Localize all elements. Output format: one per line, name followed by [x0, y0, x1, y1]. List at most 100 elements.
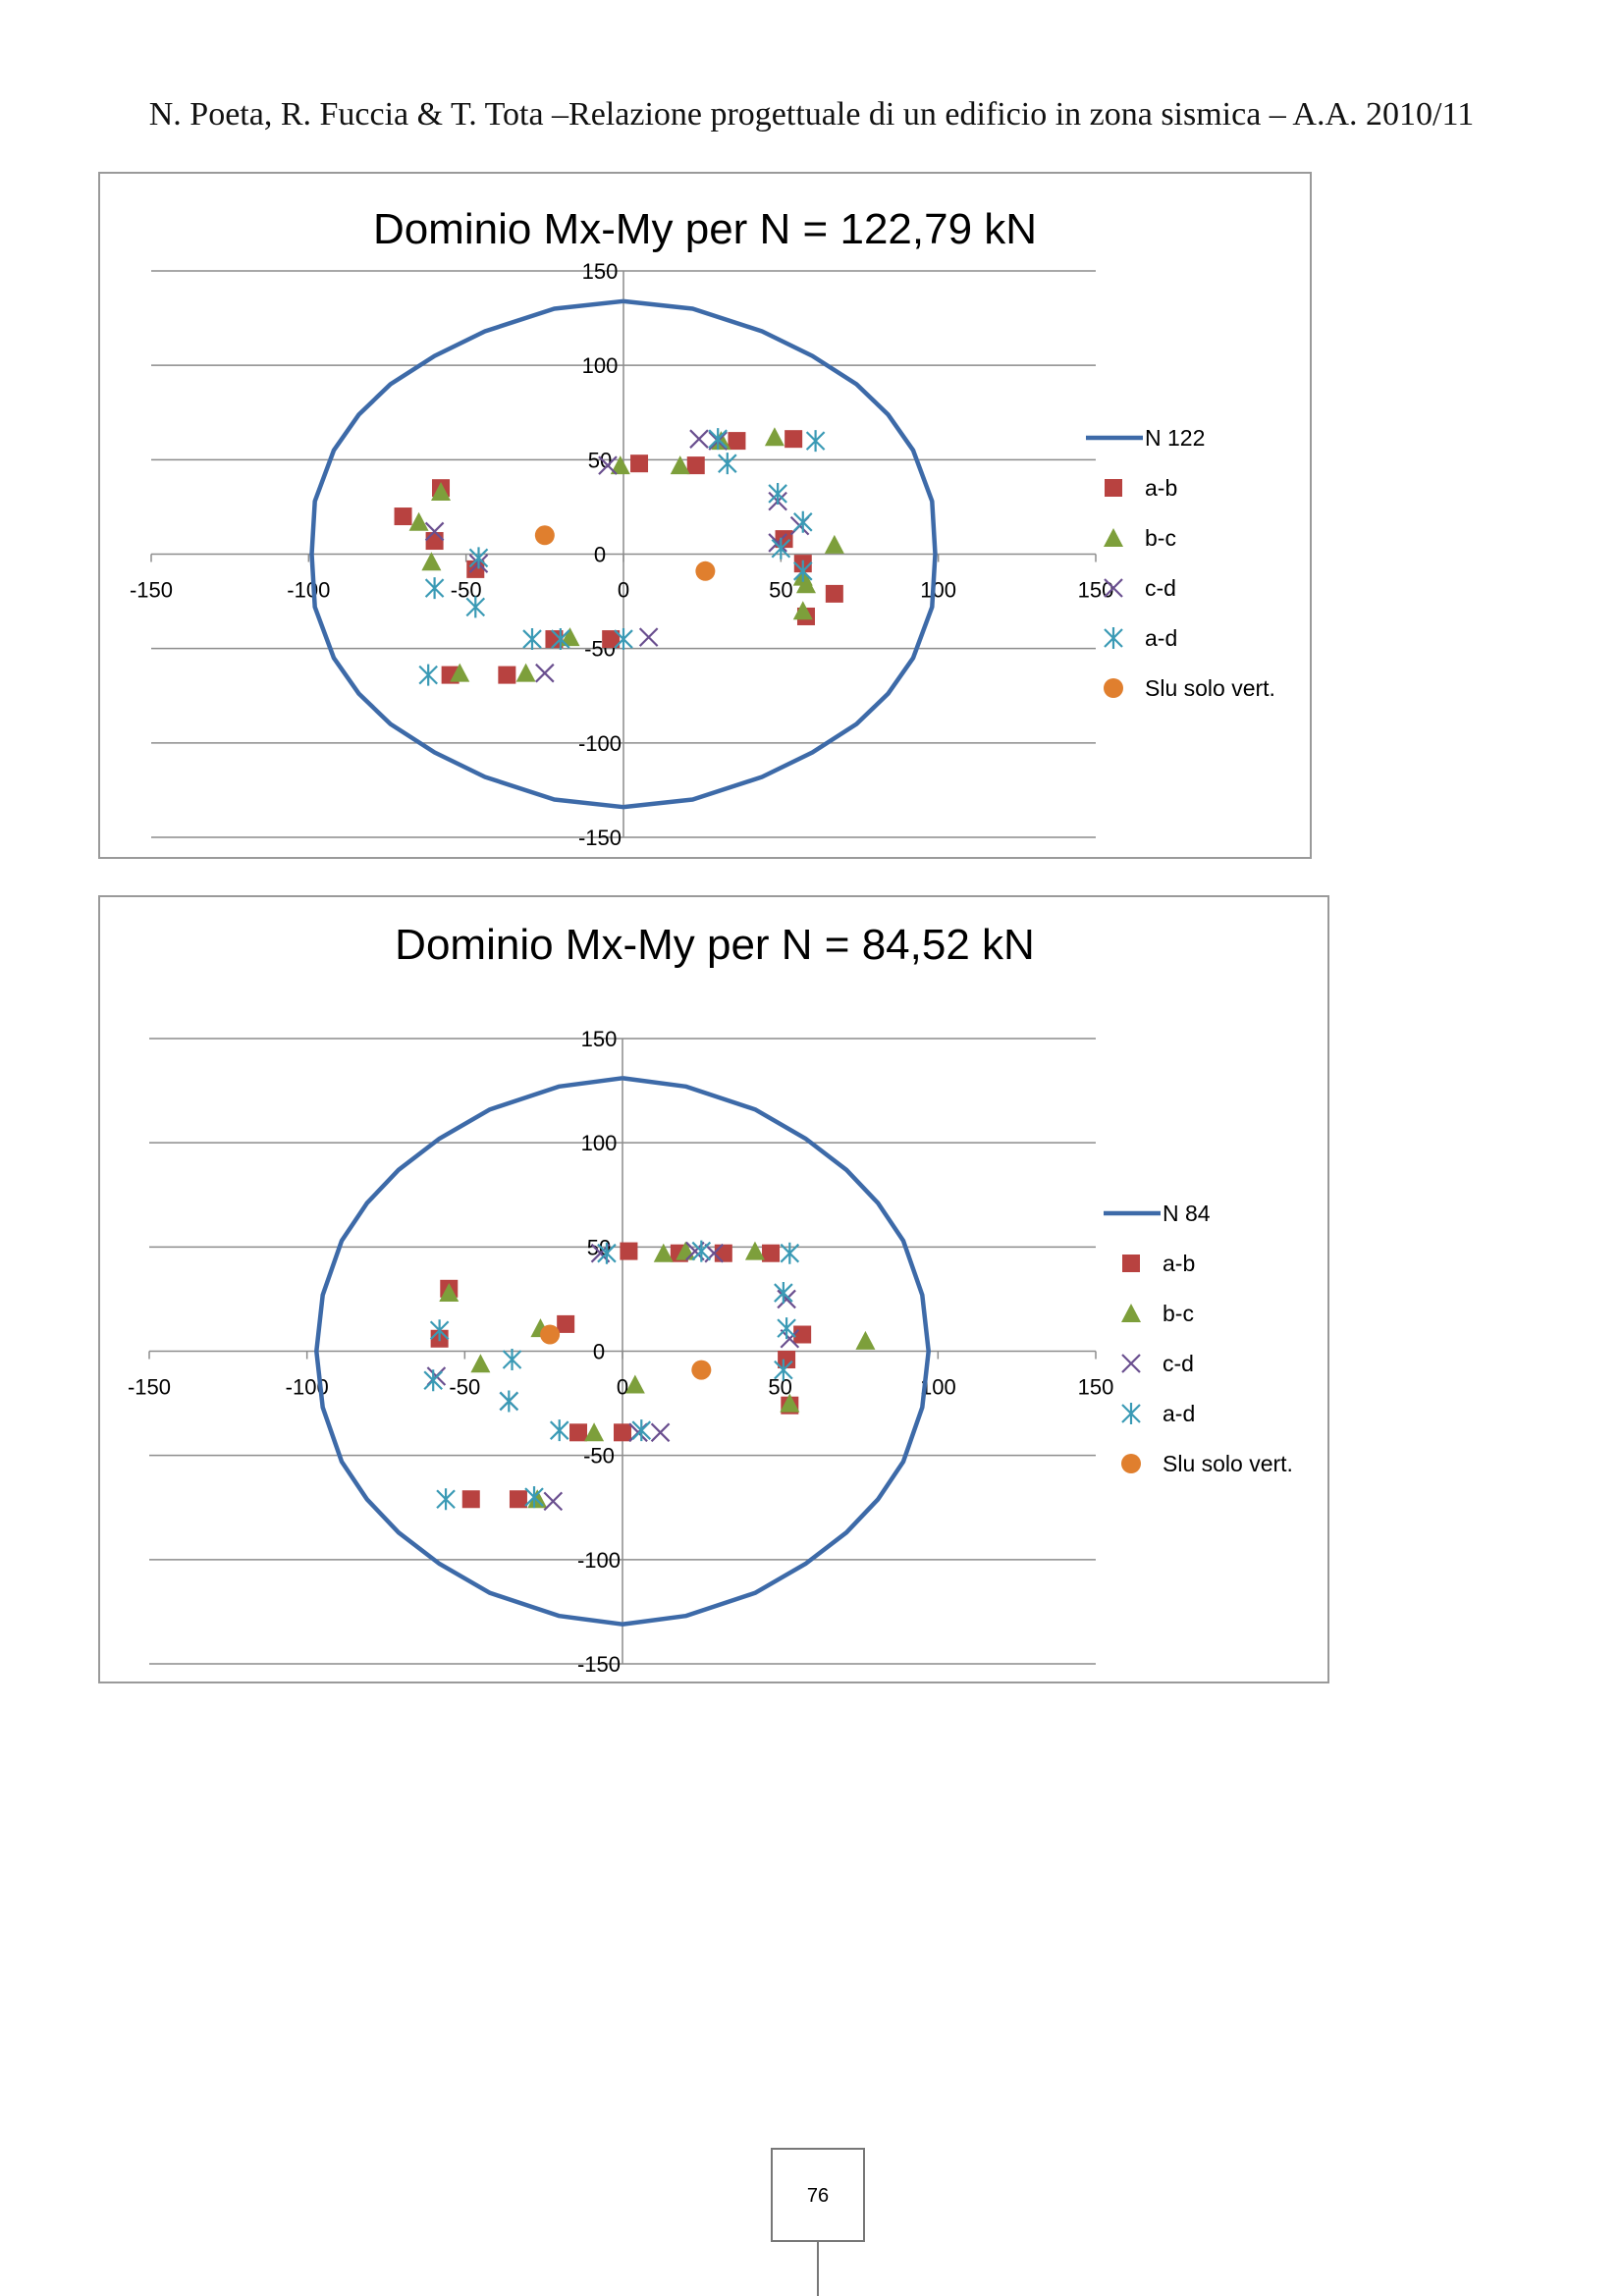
data-point-a-d — [771, 537, 791, 560]
data-point-a-b — [557, 1314, 575, 1333]
legend-label: N 122 — [1145, 425, 1205, 451]
data-point-a-b — [602, 630, 621, 649]
y-tick-label: -100 — [578, 731, 622, 756]
x-tick-label: 150 — [1078, 1375, 1114, 1400]
legend-marker-b-c — [1104, 528, 1123, 547]
x-tick-label: -50 — [451, 578, 482, 603]
data-point-a-b — [461, 1490, 480, 1509]
x-tick-label: 0 — [618, 578, 629, 603]
data-point-b-c — [795, 574, 816, 594]
series-c-d — [424, 429, 810, 683]
data-point-c-d — [780, 1328, 800, 1349]
y-tick-label: 100 — [582, 353, 619, 378]
data-point-slu — [691, 1360, 712, 1380]
x-tick-label: -150 — [130, 578, 173, 603]
data-point-a-b — [509, 1490, 527, 1509]
y-tick-label: -150 — [577, 1652, 621, 1677]
data-point-b-c — [824, 534, 844, 554]
data-point-b-c — [584, 1422, 605, 1442]
data-point-b-c — [421, 552, 442, 571]
x-tick-label: 50 — [769, 578, 792, 603]
page-header: N. Poeta, R. Fuccia & T. Tota –Relazione… — [148, 96, 1475, 133]
chart-dominio-n84: Dominio Mx-My per N = 84,52 kN 150 100 50 0 -… — [98, 895, 1329, 1683]
page-number: 76 — [806, 2185, 830, 2207]
legend-label: Slu solo vert. — [1145, 675, 1275, 701]
data-point-a-d — [777, 1317, 796, 1340]
data-point-a-d — [793, 560, 813, 582]
data-point-a-d — [549, 1419, 569, 1442]
data-point-a-b — [825, 584, 843, 603]
data-point-b-c — [450, 663, 470, 682]
chart-svg: Dominio Mx-My per N = 122,79 kN 150 100 50 0… — [130, 205, 1275, 850]
data-point-a-d — [597, 1242, 617, 1264]
chart-title: Dominio Mx-My per N = 84,52 kN — [395, 921, 1035, 969]
data-point-a-d — [424, 577, 445, 600]
data-point-a-d — [499, 1390, 519, 1413]
data-point-a-d — [691, 1240, 712, 1262]
data-point-a-d — [524, 1486, 544, 1509]
data-point-a-d — [708, 428, 728, 451]
x-tick-label: 50 — [768, 1375, 791, 1400]
x-tick-label: 100 — [920, 578, 956, 603]
data-point-slu — [534, 525, 555, 546]
data-point-slu — [540, 1324, 561, 1345]
data-point-a-d — [631, 1419, 652, 1442]
data-point-a-b — [620, 1242, 638, 1260]
data-point-a-b — [630, 454, 649, 473]
data-point-b-c — [470, 1354, 491, 1373]
x-tick-label: -50 — [449, 1375, 480, 1400]
data-point-b-c — [670, 455, 690, 475]
legend-label: a-d — [1145, 625, 1177, 651]
data-point-a-b — [728, 432, 746, 451]
data-point-a-d — [774, 1359, 793, 1381]
legend-marker-a-d — [1104, 627, 1123, 649]
data-point-b-c — [764, 427, 784, 447]
x-tick-label: 0 — [617, 1375, 628, 1400]
legend-marker-a-b — [1105, 479, 1122, 497]
data-point-c-d — [650, 1422, 671, 1443]
data-point-c-d — [424, 521, 445, 542]
legend-label: b-c — [1163, 1301, 1194, 1326]
data-point-a-d — [551, 628, 570, 651]
y-tick-label: 150 — [581, 1027, 618, 1051]
data-point-a-d — [423, 1369, 443, 1392]
data-point-a-d — [418, 664, 438, 686]
chart-title: Dominio Mx-My per N = 122,79 kN — [373, 205, 1037, 253]
data-point-c-d — [777, 1289, 796, 1309]
series-b-c — [439, 1241, 876, 1509]
data-point-a-b — [545, 630, 564, 649]
data-point-a-b — [784, 430, 803, 449]
data-point-a-d — [780, 1242, 800, 1264]
data-point-a-b — [394, 507, 412, 526]
page-number-box: 76 — [771, 2148, 865, 2242]
series-b-c — [408, 427, 844, 682]
data-point-a-b — [714, 1244, 732, 1262]
data-point-b-c — [780, 1393, 800, 1413]
x-tick-label: 150 — [1078, 578, 1114, 603]
data-point-b-c — [792, 601, 813, 620]
legend-marker-a-b — [1122, 1255, 1140, 1272]
data-point-a-b — [569, 1423, 588, 1442]
data-point-a-d — [614, 628, 633, 651]
data-point-b-c — [408, 511, 429, 531]
legend-label: a-b — [1145, 475, 1177, 501]
legend-marker-slu — [1104, 678, 1123, 698]
legend-label: Slu solo vert. — [1163, 1451, 1293, 1476]
legend-marker-a-d — [1121, 1403, 1141, 1424]
data-point-c-d — [638, 627, 659, 647]
data-point-a-d — [805, 430, 826, 453]
data-point-b-c — [431, 482, 452, 502]
series-c-d — [426, 1241, 800, 1512]
data-point-a-b — [425, 532, 444, 551]
data-point-c-d — [543, 1491, 564, 1512]
data-point-a-b — [762, 1244, 781, 1262]
data-point-a-b — [686, 456, 705, 475]
data-point-a-d — [774, 1282, 793, 1305]
data-point-a-d — [793, 510, 813, 533]
y-tick-label: -100 — [577, 1548, 621, 1573]
data-point-b-c — [624, 1374, 645, 1394]
legend-label: c-d — [1145, 575, 1176, 601]
data-point-b-c — [653, 1243, 674, 1262]
domain-curve — [309, 298, 938, 810]
data-point-c-d — [689, 429, 709, 449]
